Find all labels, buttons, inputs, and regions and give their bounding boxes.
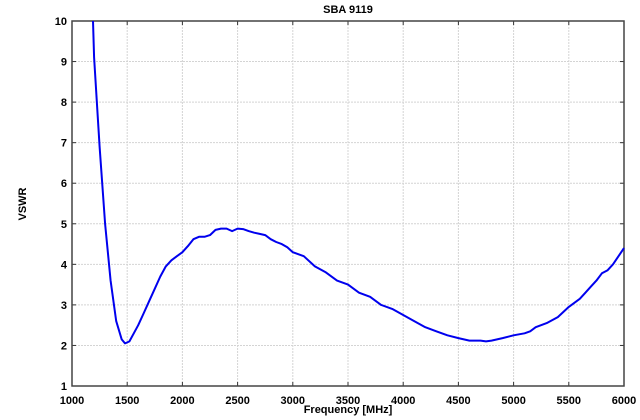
- chart-title: SBA 9119: [323, 4, 373, 16]
- y-tick-label: 3: [61, 300, 67, 312]
- y-tick-label: 7: [61, 138, 67, 150]
- y-tick-label: 8: [61, 97, 67, 109]
- y-tick-label: 9: [61, 57, 67, 69]
- x-tick-label: 1000: [60, 395, 84, 407]
- plot-frame: [71, 20, 625, 387]
- y-tick-label: 6: [61, 178, 67, 190]
- vswr-line: [92, 20, 625, 345]
- x-axis-ticks: 1000 1500 2000 2500 3000 3500 4000 4500 5000 5500…: [60, 395, 636, 407]
- y-tick-label: 10: [55, 16, 67, 28]
- x-tick-label: 5500: [557, 395, 581, 407]
- x-tick-label: 4500: [446, 395, 470, 407]
- x-tick-label: 6000: [612, 395, 636, 407]
- x-tick-label: 4000: [391, 395, 415, 407]
- y-tick-label: 1: [61, 381, 67, 393]
- y-axis-ticks: 1 2 3 4 5 6 7 8 9 10: [55, 16, 68, 393]
- y-tick-label: 2: [61, 340, 67, 352]
- x-tick-label: 1500: [115, 395, 139, 407]
- x-tick-label: 3500: [336, 395, 360, 407]
- x-tick-label: 5000: [501, 395, 525, 407]
- x-axis-label: Frequency [MHz]: [304, 404, 393, 416]
- y-tick-label: 4: [61, 259, 68, 271]
- x-tick-label: 2500: [225, 395, 249, 407]
- y-axis-label: VSWR: [17, 187, 29, 220]
- grid: [72, 21, 624, 386]
- y-tick-label: 5: [61, 219, 67, 231]
- x-tick-label: 2000: [170, 395, 194, 407]
- x-tick-label: 3000: [281, 395, 305, 407]
